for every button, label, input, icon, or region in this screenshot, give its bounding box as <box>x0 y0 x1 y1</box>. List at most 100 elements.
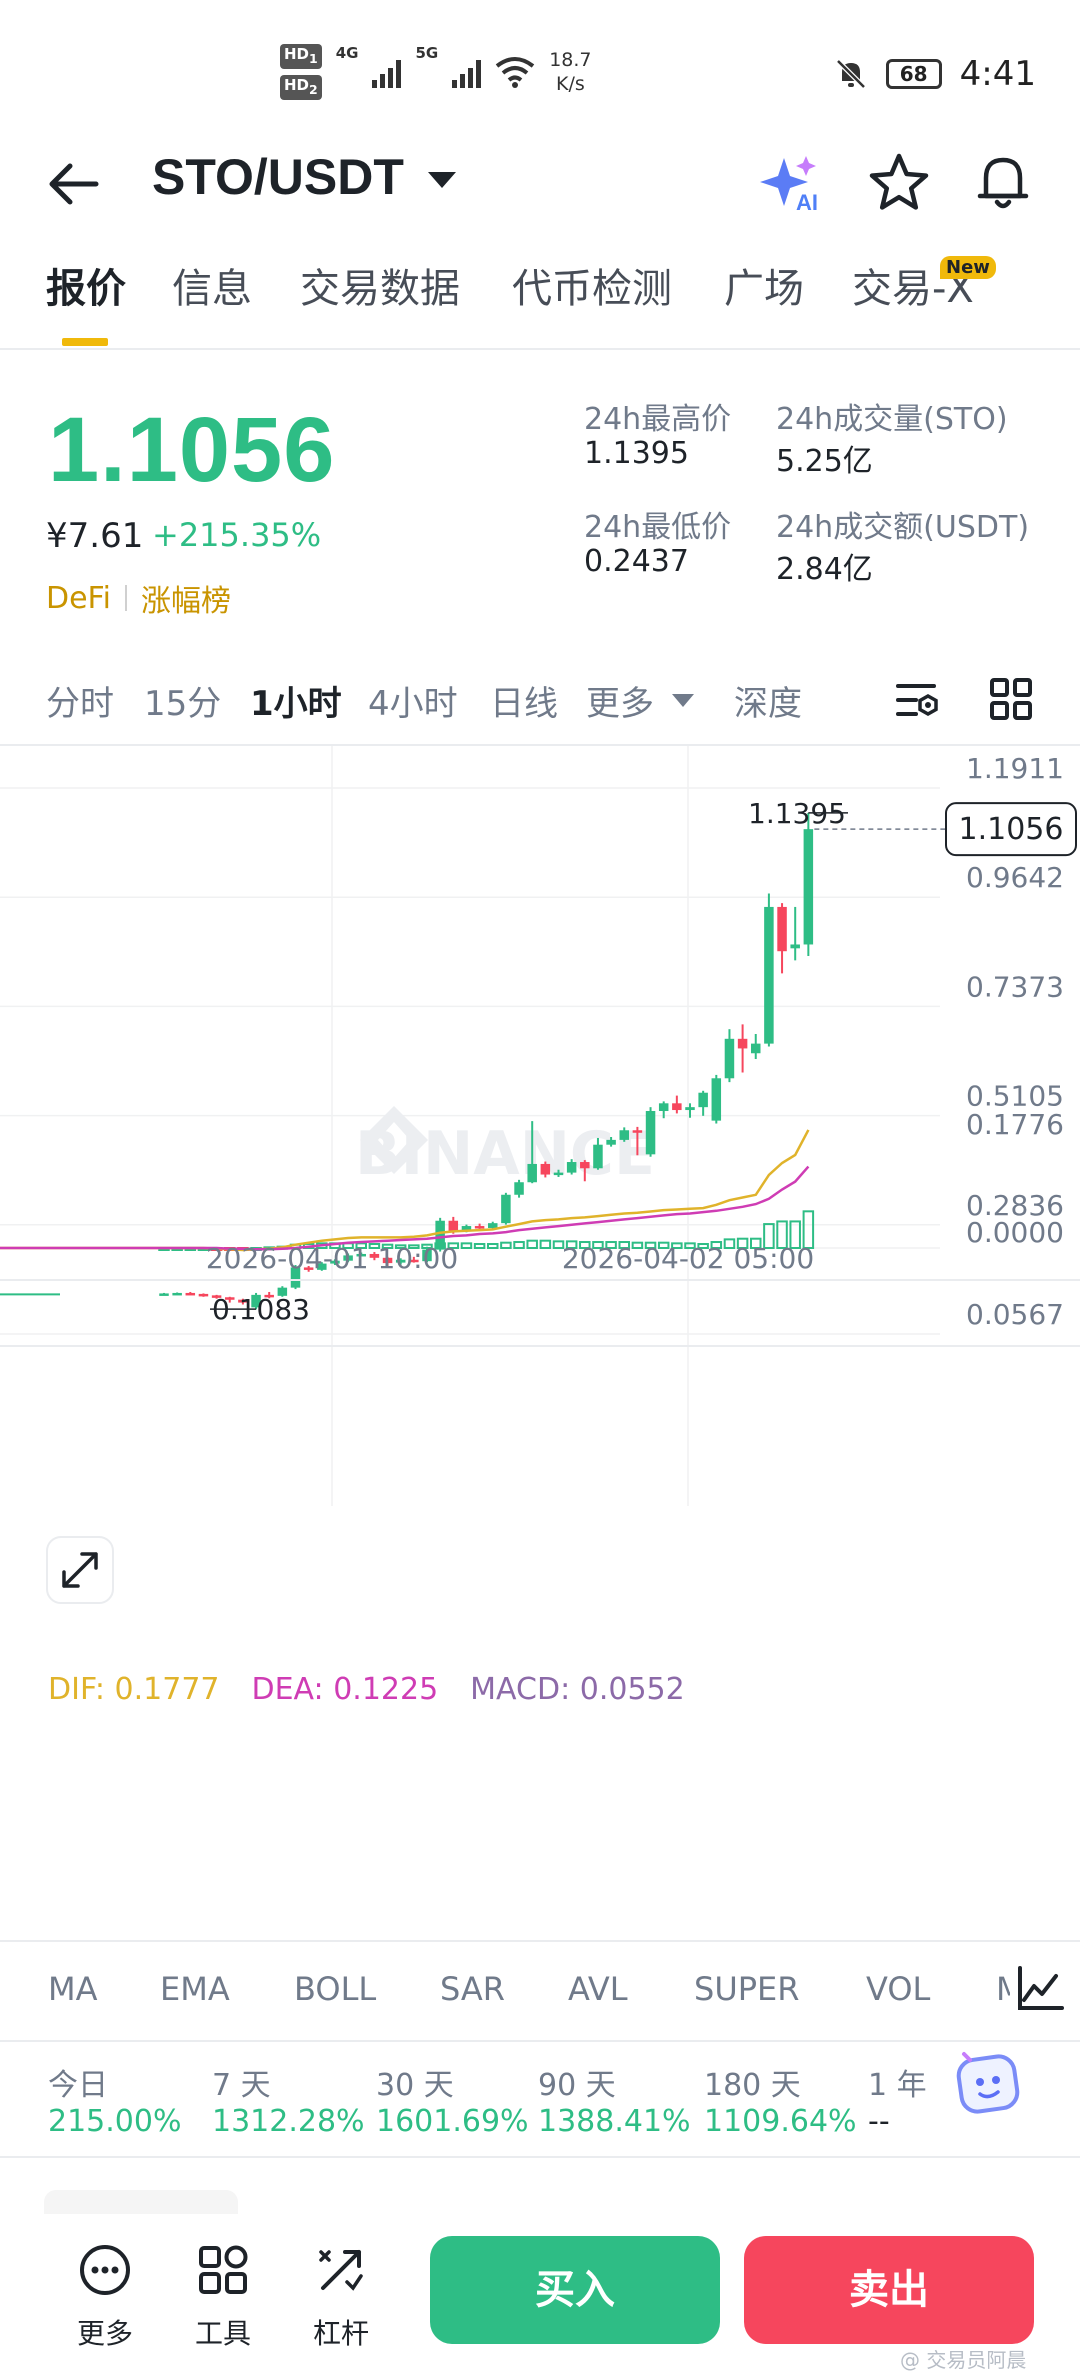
hd2-badge: HD2 <box>280 75 322 100</box>
indicator-sar[interactable]: SAR <box>440 1970 506 2008</box>
chart-settings-icon[interactable] <box>894 676 942 724</box>
candle-body <box>514 1182 524 1195</box>
candlesticks <box>0 812 814 1310</box>
grid-layout-icon[interactable] <box>988 676 1034 722</box>
candle-body <box>711 1078 722 1121</box>
macd-histogram-bar <box>355 1242 367 1249</box>
back-arrow-icon[interactable] <box>44 154 104 214</box>
chevron-down-icon[interactable] <box>672 694 694 707</box>
divider <box>0 2040 1080 2042</box>
signal-icon <box>372 56 402 88</box>
indicator-vol[interactable]: VOL <box>866 1970 931 2008</box>
star-icon[interactable] <box>866 150 932 216</box>
tab-token-check[interactable]: 代币检测 <box>512 266 672 312</box>
indicator-boll[interactable]: BOLL <box>294 1970 377 2008</box>
more-label: 更多 <box>76 2317 133 2350</box>
time-tick-label: 2026-04-01 10:00 <box>206 1242 458 1275</box>
network-5g-label: 5G <box>415 44 439 62</box>
candle-body <box>448 1220 459 1232</box>
macd-histogram-bar <box>605 1241 617 1249</box>
macd-histogram-bar <box>736 1237 749 1250</box>
candle-body <box>777 906 787 952</box>
candle-body <box>488 1223 498 1228</box>
interval-line[interactable]: 分时 <box>46 684 114 724</box>
perf-label-90d: 90 天 <box>538 2068 616 2103</box>
ai-sparkle-icon[interactable]: AI <box>760 150 826 216</box>
macd-histogram-bar <box>763 1223 775 1250</box>
candle-body <box>527 1163 537 1183</box>
price-tick-label: 0.2836 <box>966 1189 1064 1222</box>
macd-histogram-bar <box>592 1241 604 1249</box>
candle-body <box>566 1162 577 1173</box>
interval-1h[interactable]: 1小时 <box>250 684 342 724</box>
indicator-chart-icon[interactable] <box>1010 1962 1070 2018</box>
candle-body <box>211 1295 222 1298</box>
macd-tick-label: 0.1776 <box>966 1108 1064 1141</box>
candle-body <box>409 1259 419 1263</box>
macd-histogram-bar <box>381 1243 394 1249</box>
low-marker-label: 0.1083 <box>212 1293 310 1326</box>
more-button[interactable]: 更多 <box>60 2242 150 2352</box>
buy-button[interactable]: 买入 <box>430 2236 720 2344</box>
tools-label: 工具 <box>194 2317 251 2350</box>
candle-body <box>540 1163 551 1175</box>
candle-body <box>593 1144 603 1169</box>
svg-text:AI: AI <box>796 190 818 215</box>
interval-1d[interactable]: 日线 <box>490 684 558 724</box>
divider <box>0 1940 1080 1942</box>
price-tick-label: 0.5105 <box>966 1080 1064 1113</box>
assistant-bot-icon[interactable] <box>950 2044 1026 2120</box>
tab-info[interactable]: 信息 <box>172 266 252 312</box>
perf-label-30d: 30 天 <box>376 2068 454 2103</box>
candle-body <box>619 1130 629 1140</box>
price-markers: 1.1395 0.1083 1.1056 <box>210 797 1077 1326</box>
collapsed-panel-tab[interactable] <box>44 2190 238 2214</box>
tab-trading-data[interactable]: 交易数据 <box>300 266 460 312</box>
interval-bar: 分时 15分 1小时 4小时 日线 更多 深度 <box>0 676 1080 736</box>
tag-defi[interactable]: DeFi <box>46 580 111 616</box>
candle-body <box>356 1253 366 1257</box>
candle-body <box>303 1267 314 1270</box>
chevron-down-icon[interactable] <box>428 172 456 188</box>
chart-grid <box>0 746 1080 1506</box>
price-tick-label: 1.1911 <box>966 752 1064 785</box>
pair-selector[interactable]: STO/USDT <box>152 149 404 205</box>
interval-more[interactable]: 更多 <box>586 684 654 724</box>
leverage-button[interactable]: 杠杆 <box>296 2242 386 2352</box>
new-badge: New <box>940 256 996 279</box>
expand-chart-icon[interactable] <box>46 1536 114 1604</box>
leverage-label: 杠杆 <box>312 2317 369 2350</box>
macd-histogram-bar <box>434 1242 446 1249</box>
status-right: 68 4:41 <box>834 54 1036 94</box>
candle-body <box>737 1038 748 1049</box>
high-label: 24h最高价 <box>584 402 732 437</box>
indicator-ma[interactable]: MA <box>48 1970 98 2008</box>
sell-button[interactable]: 卖出 <box>744 2236 1034 2344</box>
tools-grid-icon <box>199 2245 248 2294</box>
candle-body <box>580 1162 590 1169</box>
price-chart[interactable]: BINANCE 1.19110.96420.73730.51050.28360.… <box>0 746 1080 1926</box>
tools-button[interactable]: 工具 <box>178 2242 268 2352</box>
macd-histogram-bar <box>697 1243 709 1250</box>
interval-depth[interactable]: 深度 <box>734 684 802 724</box>
indicator-super[interactable]: SUPER <box>694 1970 800 2008</box>
tab-quote[interactable]: 报价 <box>46 266 126 312</box>
indicator-ema[interactable]: EMA <box>160 1970 230 2008</box>
macd-histogram-bar <box>394 1244 407 1250</box>
dif-label: DIF: 0.1777 <box>48 1672 220 1707</box>
candle-body <box>159 1293 169 1296</box>
indicator-avl[interactable]: AVL <box>568 1970 628 2008</box>
tag-gainers[interactable]: 涨幅榜 <box>140 584 231 619</box>
candle-body <box>698 1092 708 1108</box>
low-value: 0.2437 <box>584 544 689 579</box>
tab-square[interactable]: 广场 <box>724 266 804 312</box>
candle-body <box>422 1249 432 1262</box>
candle-body <box>751 1043 761 1054</box>
interval-15m[interactable]: 15分 <box>144 684 222 724</box>
network-4g-label: 4G <box>335 44 359 62</box>
interval-4h[interactable]: 4小时 <box>368 684 458 724</box>
high-value: 1.1395 <box>584 436 689 471</box>
bell-icon[interactable] <box>970 150 1036 216</box>
macd-histogram-bar <box>487 1243 499 1250</box>
perf-label-180d: 180 天 <box>704 2068 801 2103</box>
